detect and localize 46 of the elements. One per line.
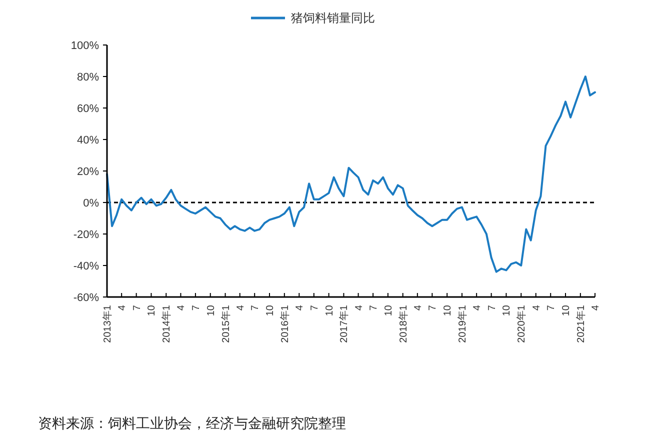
x-tick-label: 7 — [132, 304, 143, 311]
x-tick-label: 10 — [442, 304, 454, 316]
x-tick-label: 2020年1 — [516, 304, 528, 343]
y-tick-label: -60% — [73, 292, 100, 304]
x-tick-label: 7 — [486, 304, 498, 311]
x-tick-label: 4 — [294, 304, 306, 311]
x-tick-label: 4 — [531, 304, 542, 311]
x-tick-label: 2019年1 — [456, 304, 468, 343]
x-tick-label: 4 — [412, 304, 424, 311]
x-tick-label: 4 — [590, 304, 602, 311]
x-tick-label: 10 — [383, 304, 394, 316]
x-tick-label: 7 — [428, 304, 439, 311]
y-tick-label: -20% — [73, 228, 100, 241]
x-tick-label: 10 — [324, 304, 336, 316]
x-tick-label: 7 — [250, 304, 262, 311]
x-tick-label: 2018年1 — [397, 304, 410, 343]
x-tick-label: 10 — [146, 304, 158, 316]
line-series — [106, 76, 596, 273]
x-tick-label: 2016年1 — [278, 304, 291, 343]
text: 资料来源：饲料工业协会，经济与金融研究院整理 — [38, 416, 346, 432]
y-tick-label: 20% — [76, 166, 100, 178]
y-tick-label: 60% — [76, 102, 100, 115]
x-tick-label: 10 — [502, 304, 513, 316]
x-tick-label: 10 — [206, 304, 217, 316]
y-tick-label: -40% — [73, 260, 100, 272]
y-tick-label: 80% — [76, 71, 100, 84]
x-tick-label: 7 — [546, 304, 558, 311]
x-tick-label: 7 — [309, 304, 320, 311]
x-tick-label: 2017年1 — [338, 304, 350, 343]
legend-label: 猪饲料销量同比 — [291, 11, 375, 26]
x-tick-label: 4 — [235, 304, 246, 311]
y-tick-label: 40% — [76, 134, 100, 146]
y-tick-label: 0% — [83, 197, 100, 210]
x-tick-label: 2013年1 — [102, 304, 114, 343]
x-tick-label: 4 — [117, 304, 128, 311]
x-tick-label: 10 — [265, 304, 276, 316]
x-tick-label: 7 — [368, 304, 380, 311]
x-tick-label: 10 — [561, 304, 572, 316]
x-tick-label: 7 — [190, 304, 202, 311]
x-tick-label: 2021年1 — [574, 304, 587, 343]
x-tick-label: 4 — [472, 304, 484, 311]
x-tick-label: 4 — [354, 304, 365, 311]
x-tick-label: 4 — [176, 304, 188, 311]
y-tick-label: 100% — [70, 40, 100, 52]
x-tick-label: 2014年1 — [160, 304, 173, 343]
x-tick-label: 2015年1 — [220, 304, 232, 343]
